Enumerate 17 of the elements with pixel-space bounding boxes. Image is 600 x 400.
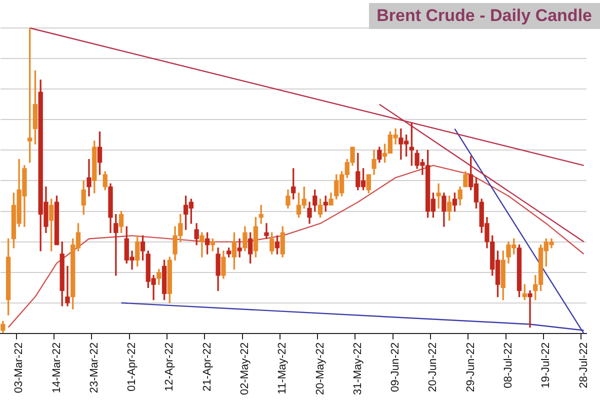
x-tick-label: 14-Mar-22 xyxy=(50,342,63,394)
x-tick-label: 11-May-22 xyxy=(276,342,289,394)
x-tick-label: 28-Jul-22 xyxy=(578,342,590,388)
x-tick-label: 08-Jul-22 xyxy=(502,342,515,388)
x-tick-label: 23-Mar-22 xyxy=(88,342,100,394)
x-tick-label: 09-Jun-22 xyxy=(390,342,402,392)
x-tick-label: 21-Apr-22 xyxy=(201,342,214,392)
x-tick-label: 31-May-22 xyxy=(352,342,364,395)
x-tick-label: 20-May-22 xyxy=(314,342,326,395)
chart-title: Brent Crude - Daily Candle xyxy=(368,3,600,29)
x-tick-label: 01-Apr-22 xyxy=(126,342,138,392)
x-tick-label: 29-Jun-22 xyxy=(464,342,477,392)
x-tick-label: 02-May-22 xyxy=(238,342,251,395)
x-tick-label: 19-Jul-22 xyxy=(540,342,552,388)
x-tick-label: 03-Mar-22 xyxy=(13,342,26,394)
x-tick-label: 20-Jun-22 xyxy=(427,342,440,392)
x-tick-label: 12-Apr-22 xyxy=(164,342,176,392)
